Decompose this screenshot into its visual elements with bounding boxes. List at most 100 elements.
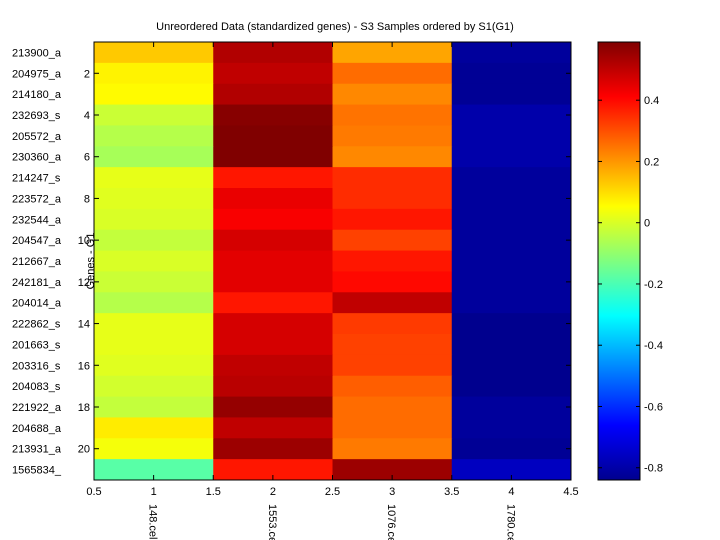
gene-row-label: 212667_a <box>12 256 62 268</box>
y-tick-label: 4 <box>84 110 90 122</box>
heatmap-cell <box>332 146 453 168</box>
heatmap-cell <box>94 334 214 356</box>
heatmap-cell <box>451 104 572 126</box>
sample-column-label: 1553.cel <box>266 504 278 540</box>
colorbar-tick-label: 0.4 <box>644 95 659 107</box>
heatmap-cell <box>94 62 214 85</box>
y-tick-label: 8 <box>84 193 90 205</box>
heatmap-cell <box>213 250 333 272</box>
heatmap-cell <box>213 396 333 418</box>
heatmap-cell <box>213 104 333 126</box>
gene-row-label: 230360_a <box>12 152 62 164</box>
heatmap-cell <box>213 62 333 85</box>
heatmap-cell <box>213 188 333 210</box>
heatmap-cell <box>332 292 453 314</box>
heatmap-cell <box>332 271 453 293</box>
heatmap-cell <box>332 417 453 439</box>
heatmap-cell <box>332 229 453 252</box>
heatmap-cell <box>213 313 333 335</box>
heatmap-cell <box>451 375 572 398</box>
y-tick-label: 20 <box>78 444 90 456</box>
heatmap-cell <box>451 417 572 439</box>
heatmap-cell <box>94 438 214 460</box>
heatmap-cell <box>94 271 214 293</box>
gene-row-label: 1565834_ <box>12 465 62 477</box>
heatmap-cell <box>332 104 453 126</box>
heatmap-cell <box>94 229 214 252</box>
heatmap-cell <box>94 104 214 126</box>
heatmap-cell <box>213 292 333 314</box>
gene-row-label: 203316_s <box>12 360 61 372</box>
y-tick-label: 2 <box>84 68 90 80</box>
y-axis-label: Genes - G1 <box>85 233 97 290</box>
sample-column-labels: 148.cel 1553.cel 1076.cel 1780.cel <box>147 504 517 540</box>
heatmap-cell <box>332 125 453 147</box>
heatmap-cell <box>94 188 214 210</box>
heatmap-cell <box>94 83 214 106</box>
x-tick-label: 3.5 <box>444 486 459 498</box>
heatmap-cell <box>332 208 453 231</box>
heatmap-cell <box>94 354 214 377</box>
colorbar <box>597 41 641 481</box>
heatmap-cell <box>451 62 572 85</box>
heatmap-cell <box>451 167 572 189</box>
heatmap-cell <box>451 292 572 314</box>
heatmap-cell <box>332 167 453 189</box>
heatmap-cell <box>332 313 453 335</box>
gene-row-labels: 213900_a 204975_a 214180_a 232693_s 205572_a… <box>12 47 62 476</box>
y-tick-label: 14 <box>78 319 90 331</box>
heatmap-cell <box>213 125 333 147</box>
sample-column-label: 148.cel <box>147 504 159 539</box>
y-tick-label: 6 <box>84 152 90 164</box>
heatmap-cell <box>451 438 572 460</box>
heatmap-cell <box>213 83 333 106</box>
heatmap-cell <box>94 125 214 147</box>
heatmap-cell <box>332 396 453 418</box>
y-tick-label: 16 <box>78 360 90 372</box>
heatmap-cell <box>451 42 572 64</box>
colorbar-tick-label: -0.4 <box>644 340 663 352</box>
gene-row-label: 223572_a <box>12 193 62 205</box>
heatmap-cell <box>213 229 333 252</box>
gene-row-label: 232544_a <box>12 214 62 226</box>
heatmap-cell <box>213 42 333 64</box>
heatmap-cell <box>213 146 333 168</box>
x-tick-label: 4.5 <box>563 486 578 498</box>
heatmap-cell <box>451 229 572 252</box>
sample-column-label: 1780.cel <box>504 504 516 540</box>
heatmap-cell <box>451 208 572 231</box>
heatmap-cell <box>94 292 214 314</box>
heatmap-cell <box>94 208 214 231</box>
x-tick-label: 2.5 <box>325 486 340 498</box>
heatmap-cell <box>94 375 214 398</box>
heatmap-cell <box>332 459 453 481</box>
gene-row-label: 213900_a <box>12 47 62 59</box>
heatmap-cell <box>451 354 572 377</box>
x-tick-label: 1.5 <box>206 486 221 498</box>
gene-row-label: 201663_s <box>12 339 61 351</box>
gene-row-label: 204975_a <box>12 68 62 80</box>
x-tick-label: 2 <box>270 486 276 498</box>
y-tick-label: 12 <box>78 277 90 289</box>
heatmap-cell <box>451 396 572 418</box>
colorbar-tick-label: -0.8 <box>644 463 663 475</box>
heatmap-cell <box>451 146 572 168</box>
x-tick-label: 0.5 <box>86 486 101 498</box>
heatmap-cell <box>94 459 214 481</box>
heatmap-cell <box>332 438 453 460</box>
heatmap-cell <box>94 250 214 272</box>
heatmap-cell <box>213 354 333 377</box>
colorbar-tick-label: -0.2 <box>644 279 663 291</box>
heatmap-cell <box>213 334 333 356</box>
gene-row-label: 204547_a <box>12 235 62 247</box>
heatmap-cell <box>332 42 453 64</box>
gene-row-label: 204688_a <box>12 423 62 435</box>
heatmap-cell <box>213 459 333 481</box>
colorbar-tick-label: 0.2 <box>644 156 659 168</box>
gene-row-label: 222862_s <box>12 319 61 331</box>
y-tick-label: 10 <box>78 235 90 247</box>
heatmap-cell <box>451 334 572 356</box>
gene-row-label: 221922_a <box>12 402 62 414</box>
heatmap-cell <box>94 313 214 335</box>
